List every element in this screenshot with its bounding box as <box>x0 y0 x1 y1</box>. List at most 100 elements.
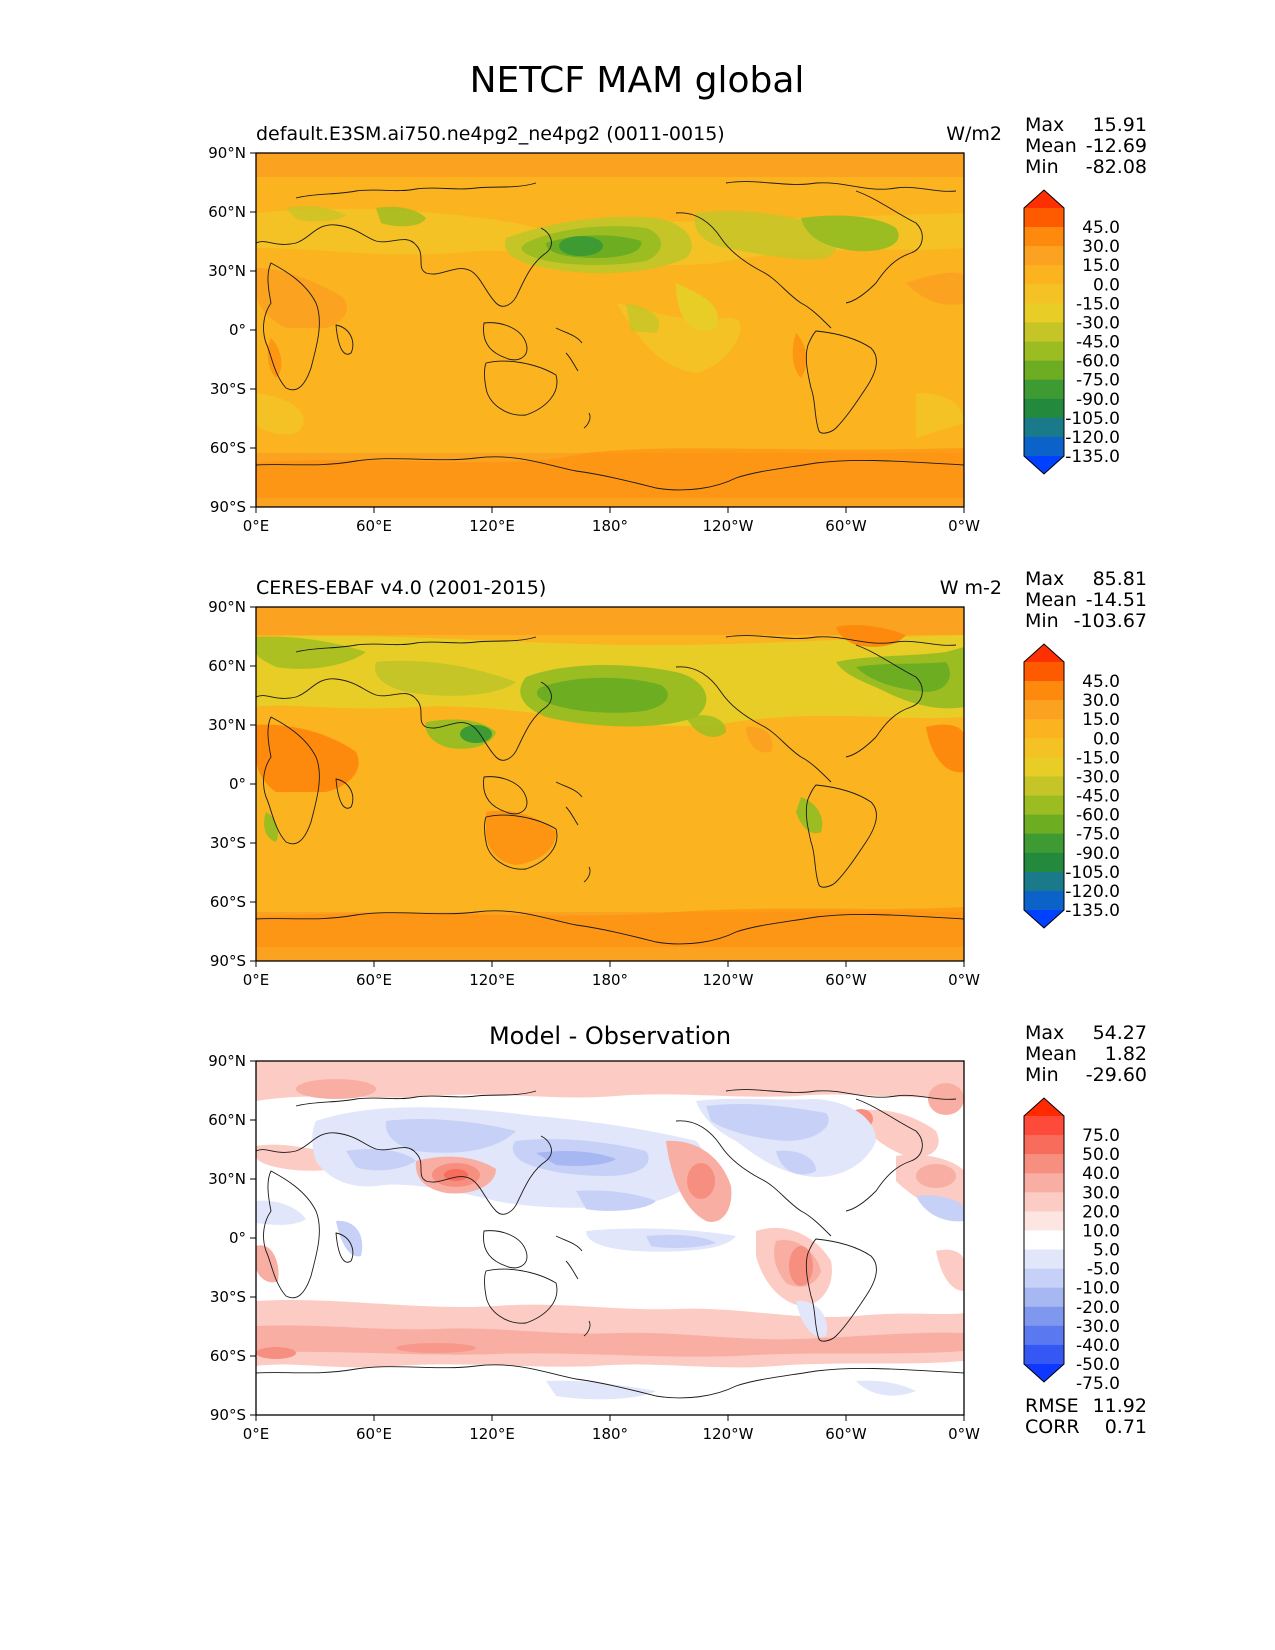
lat-axis-test: 90°N 60°N 30°N 0° 30°S 60°S 90°S <box>208 144 256 516</box>
colorbar-swatch <box>1024 341 1064 362</box>
lat-tick: 60°S <box>210 893 246 911</box>
colorbar-tick-label: 45.0 <box>1082 218 1120 238</box>
colorbar-tick-label: 10.0 <box>1082 1221 1120 1241</box>
lat-axis-diff: 90°N 60°N 30°N 0° 30°S 60°S 90°S <box>208 1052 256 1424</box>
colorbar-tick-label: -105.0 <box>1065 409 1120 429</box>
colorbar-swatch <box>1024 852 1064 873</box>
stat-label-mean: Mean <box>1025 1043 1077 1065</box>
colorbar-swatch <box>1024 1173 1064 1193</box>
colorbar-swatch <box>1024 1135 1064 1155</box>
colorbar-swatch <box>1024 738 1064 758</box>
lat-tick: 60°N <box>208 1111 246 1129</box>
colorbar-diff: 75.050.040.030.020.010.05.0-5.0-10.0-20.… <box>1023 1097 1120 1394</box>
stat-label-min: Min <box>1025 610 1059 632</box>
lon-tick: 60°E <box>356 971 392 989</box>
colorbar-swatch <box>1024 1249 1064 1270</box>
colorbar-swatch <box>1024 833 1064 854</box>
colorbar-tick-label: -90.0 <box>1076 844 1120 864</box>
colorbar-swatch <box>1024 265 1064 285</box>
colorbar-tick-label: -30.0 <box>1076 313 1120 333</box>
colorbar-swatch <box>1024 795 1064 816</box>
stat-label-min: Min <box>1025 1064 1059 1086</box>
colorbar-swatch <box>1024 814 1064 835</box>
colorbar-swatch <box>1024 1192 1064 1212</box>
lon-tick: 120°E <box>469 971 515 989</box>
lon-tick: 180° <box>592 517 628 535</box>
colorbar-swatch <box>1024 1116 1064 1136</box>
colorbar-tick-label: 0.0 <box>1093 275 1120 295</box>
lon-tick: 0°W <box>948 1425 980 1443</box>
lat-tick: 30°S <box>210 1288 246 1306</box>
lon-tick: 0°E <box>243 517 270 535</box>
lon-tick: 0°W <box>948 971 980 989</box>
panel-test-units: W/m2 <box>946 123 1002 145</box>
lon-tick: 120°W <box>703 517 754 535</box>
colorbar-swatch <box>1024 360 1064 381</box>
stat-value-min: -103.67 <box>1074 610 1147 632</box>
colorbar-tick-label: -60.0 <box>1076 352 1120 372</box>
map-test <box>255 152 965 508</box>
colorbar-tick-label: -20.0 <box>1076 1298 1120 1318</box>
colorbar-tick-label: 30.0 <box>1082 1183 1120 1203</box>
stat-value-mean: -12.69 <box>1086 135 1147 157</box>
colorbar-swatch <box>1024 246 1064 266</box>
stat-value-max: 85.81 <box>1093 568 1147 590</box>
colorbar-swatch <box>1024 227 1064 247</box>
colorbar-tick-label: 20.0 <box>1082 1202 1120 1222</box>
panel-reference: CERES-EBAF v4.0 (2001-2015) W m-2 <box>208 568 1147 989</box>
colorbar-tick-label: -5.0 <box>1087 1260 1120 1280</box>
lat-tick: 0° <box>229 775 246 793</box>
panel-diff-title: Model - Observation <box>489 1022 731 1050</box>
figure-title: NETCF MAM global <box>470 60 805 101</box>
colorbar-tick-label: -15.0 <box>1076 748 1120 768</box>
colorbar-reference: 45.030.015.00.0-15.0-30.0-45.0-60.0-75.0… <box>1023 643 1120 929</box>
lon-tick: 60°W <box>825 517 867 535</box>
colorbar-swatch <box>1024 681 1064 701</box>
colorbar-tick-label: 50.0 <box>1082 1145 1120 1165</box>
colorbar-tick-label: -50.0 <box>1076 1355 1120 1375</box>
colorbar-extend-bottom <box>1024 910 1064 928</box>
lat-tick: 60°N <box>208 657 246 675</box>
colorbar-test: 45.030.015.00.0-15.0-30.0-45.0-60.0-75.0… <box>1023 189 1120 475</box>
panel-test-title: default.E3SM.ai750.ne4pg2_ne4pg2 (0011-0… <box>256 123 725 145</box>
colorbar-tick-label: -45.0 <box>1076 787 1120 807</box>
colorbar-swatch <box>1024 662 1064 682</box>
colorbar-outline <box>1023 643 1065 929</box>
stat-label-min: Min <box>1025 156 1059 178</box>
lon-tick: 0°E <box>243 1425 270 1443</box>
colorbar-tick-label: 40.0 <box>1082 1164 1120 1184</box>
colorbar-tick-label: -135.0 <box>1065 901 1120 921</box>
coastlines <box>256 635 964 945</box>
lon-tick: 120°W <box>703 971 754 989</box>
coastlines <box>256 181 964 491</box>
lat-tick: 60°N <box>208 203 246 221</box>
colorbar-tick-label: -30.0 <box>1076 767 1120 787</box>
stat-value-min: -29.60 <box>1086 1064 1147 1086</box>
lon-tick: 60°E <box>356 517 392 535</box>
stat-value-corr: 0.71 <box>1105 1416 1147 1438</box>
colorbar-extend-top <box>1024 1098 1064 1116</box>
stat-value-mean: -14.51 <box>1086 589 1147 611</box>
lat-tick: 90°N <box>208 1052 246 1070</box>
colorbar-tick-label: -30.0 <box>1076 1317 1120 1337</box>
colorbar-swatch <box>1024 871 1064 892</box>
colorbar-swatch <box>1024 1154 1064 1174</box>
map-diff <box>255 1060 965 1416</box>
colorbar-swatch <box>1024 322 1064 343</box>
colorbar-swatch <box>1024 1268 1064 1289</box>
panel-test: default.E3SM.ai750.ne4pg2_ne4pg2 (0011-0… <box>208 114 1147 535</box>
colorbar-tick-label: 0.0 <box>1093 729 1120 749</box>
colorbar-tick-label: -75.0 <box>1076 1374 1120 1394</box>
lat-axis-reference: 90°N 60°N 30°N 0° 30°S 60°S 90°S <box>208 598 256 970</box>
colorbar-tick-label: 45.0 <box>1082 672 1120 692</box>
lat-tick: 90°S <box>210 498 246 516</box>
colorbar-tick-label: -40.0 <box>1076 1336 1120 1356</box>
panel-reference-units: W m-2 <box>940 577 1002 599</box>
colorbar-swatch <box>1024 757 1064 777</box>
colorbar-swatch <box>1024 284 1064 304</box>
lat-tick: 60°S <box>210 439 246 457</box>
coastlines <box>256 1089 964 1399</box>
colorbar-tick-label: 15.0 <box>1082 256 1120 276</box>
stats-diff: Max 54.27 Mean 1.82 Min -29.60 RMSE 11.9… <box>1025 1022 1147 1438</box>
stats-reference: Max 85.81 Mean -14.51 Min -103.67 <box>1025 568 1147 632</box>
